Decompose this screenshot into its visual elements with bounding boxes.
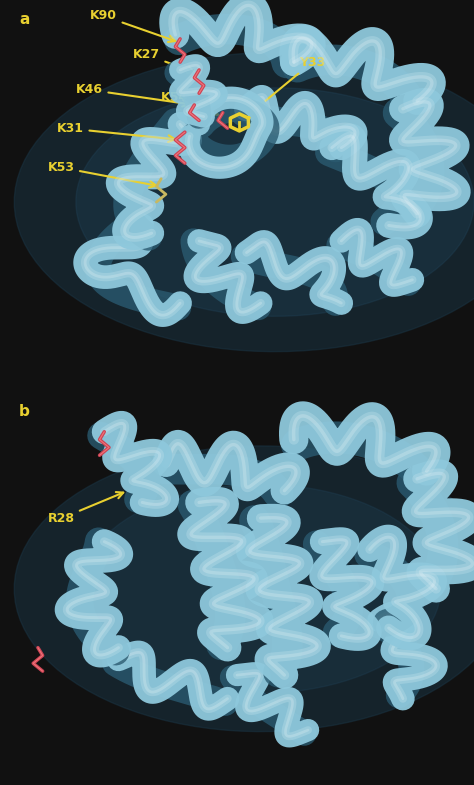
Polygon shape <box>81 484 441 693</box>
Text: K90: K90 <box>90 9 175 42</box>
Polygon shape <box>14 53 474 352</box>
Text: K53: K53 <box>47 161 156 188</box>
Text: Y33: Y33 <box>246 56 325 117</box>
Text: b: b <box>19 404 30 419</box>
Text: K54: K54 <box>161 91 218 115</box>
Polygon shape <box>14 446 474 732</box>
Polygon shape <box>76 88 474 316</box>
Text: K27: K27 <box>133 49 194 73</box>
Text: K46: K46 <box>76 83 189 107</box>
Text: K31: K31 <box>57 122 175 142</box>
Text: R28: R28 <box>47 492 123 525</box>
Text: a: a <box>19 12 29 27</box>
